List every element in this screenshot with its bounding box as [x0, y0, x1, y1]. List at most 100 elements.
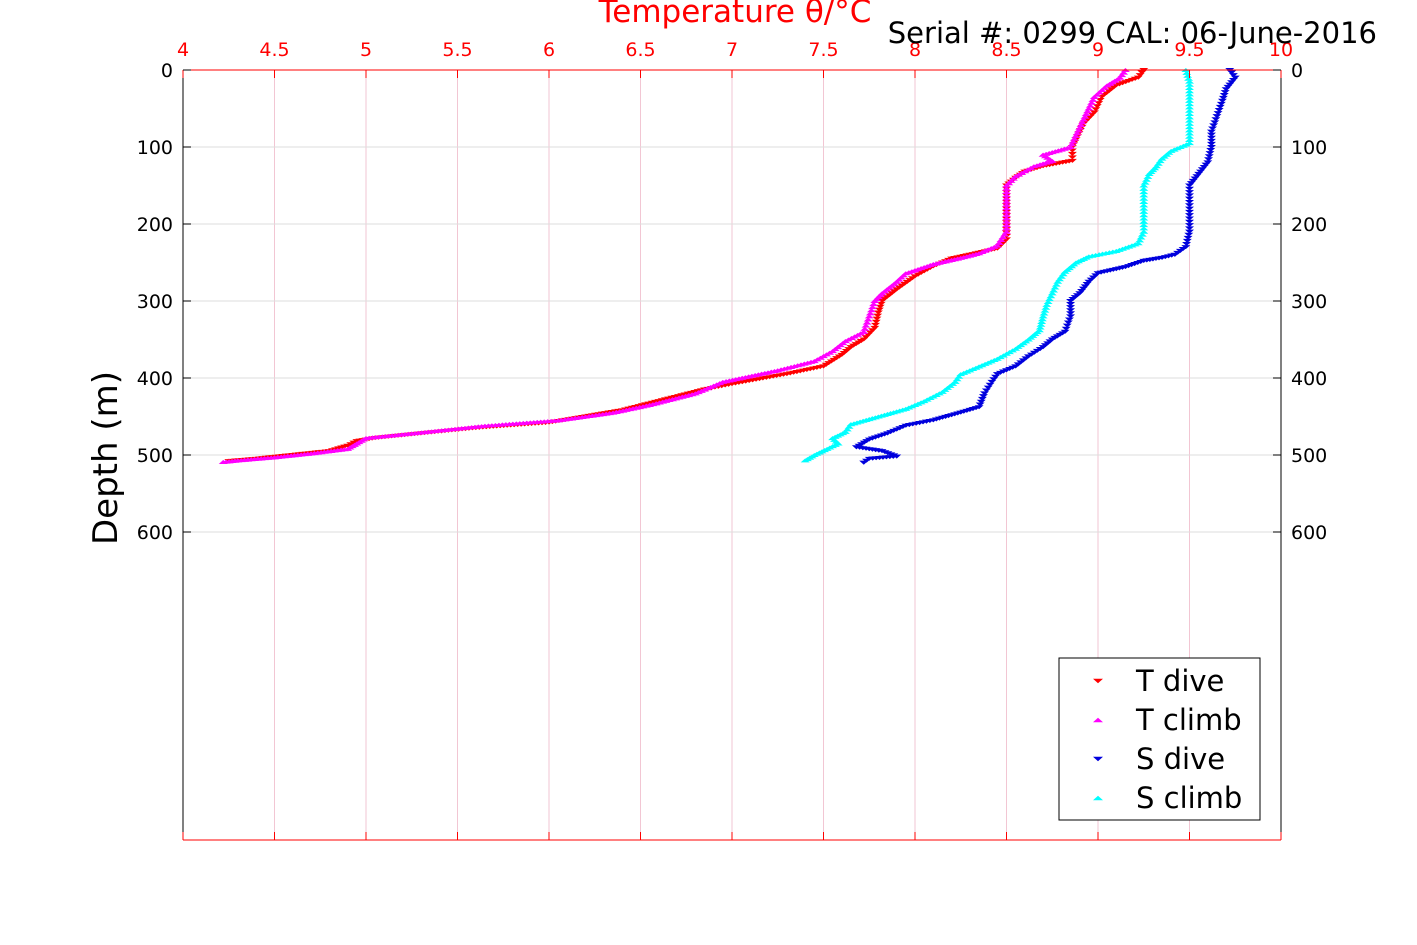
data-point [1051, 282, 1061, 287]
data-point [868, 305, 878, 310]
data-point [873, 313, 883, 318]
data-point [1183, 235, 1193, 240]
data-point [1094, 101, 1104, 106]
data-point [1210, 120, 1220, 125]
data-point [1092, 104, 1102, 109]
data-point [1139, 206, 1149, 211]
data-point [1139, 216, 1149, 221]
data-point [1206, 141, 1216, 146]
data-point [1214, 108, 1224, 113]
y-tick-label-left: 200 [137, 214, 173, 236]
data-point [1077, 288, 1087, 294]
data-point [1088, 97, 1098, 102]
data-point [1066, 311, 1076, 316]
data-point [1185, 137, 1194, 142]
legend-label: T climb [1135, 703, 1242, 737]
data-point [1185, 223, 1194, 228]
x-tick-label: 6 [543, 39, 555, 61]
data-point [875, 304, 885, 309]
data-point [1185, 183, 1194, 188]
data-point [1139, 203, 1149, 208]
x-tick-label: 7 [726, 39, 738, 61]
data-point [1185, 229, 1194, 234]
data-point [1185, 115, 1194, 120]
data-point [985, 382, 995, 387]
data-point [1081, 111, 1091, 117]
data-point [1066, 302, 1076, 307]
data-point [1078, 286, 1088, 291]
data-point [1085, 103, 1095, 108]
data-point [1082, 282, 1092, 287]
data-point [1206, 129, 1216, 134]
data-point [1216, 101, 1226, 106]
data-point [1204, 154, 1214, 159]
x-ticks: 4 4.5 5 5.5 6 6.5 7 7.5 8 8.5 9 9.5 10 [177, 39, 1293, 840]
data-point [1185, 213, 1194, 218]
data-point [1087, 112, 1097, 117]
data-point [1062, 323, 1072, 328]
data-point [1079, 117, 1089, 122]
data-point [1002, 216, 1011, 221]
chart-title: Temperature θ/°C [598, 0, 872, 30]
data-point [1185, 105, 1194, 110]
data-point [1192, 174, 1202, 179]
data-point [1139, 229, 1149, 234]
data-point [1137, 232, 1147, 237]
data-point [1185, 128, 1194, 133]
data-point [1141, 177, 1151, 182]
data-point [1135, 238, 1145, 243]
data-point [1037, 317, 1047, 322]
x-tick-label: 4.5 [259, 39, 289, 61]
data-point [870, 322, 880, 327]
data-point [992, 372, 1002, 377]
data-point [1002, 212, 1011, 217]
data-point [1135, 73, 1145, 78]
data-point [1139, 219, 1149, 224]
x-tick-label: 7.5 [808, 39, 838, 61]
y-tick-label-left: 300 [137, 291, 173, 313]
data-point [1185, 203, 1194, 208]
data-point [869, 302, 879, 307]
data-point [861, 323, 871, 328]
data-point [1190, 176, 1200, 181]
x-tick-label: 5.5 [442, 39, 472, 61]
x-tick-label: 8.5 [991, 39, 1021, 61]
data-point [975, 402, 985, 407]
data-point [1139, 223, 1149, 228]
data-point [865, 330, 875, 335]
legend-marker [1093, 795, 1103, 801]
data-point [1042, 302, 1052, 307]
data-point [1091, 273, 1101, 278]
data-point [1045, 297, 1055, 302]
data-point [862, 320, 872, 325]
data-point [1228, 73, 1238, 78]
y-tick-label-right: 500 [1291, 445, 1327, 467]
legend-marker [1093, 678, 1103, 684]
data-point [1185, 102, 1194, 107]
data-point [1201, 162, 1211, 167]
y-tick-label-right: 100 [1291, 137, 1327, 159]
data-point [1002, 189, 1011, 194]
data-point [1064, 317, 1074, 322]
data-point [1069, 136, 1079, 141]
data-point [1185, 196, 1194, 201]
data-point [1086, 277, 1096, 282]
x-tick-label: 10 [1269, 39, 1293, 61]
data-point [1188, 178, 1198, 183]
data-point [1143, 174, 1153, 179]
data-point [1223, 84, 1233, 89]
data-point [1084, 106, 1094, 111]
data-point [1095, 98, 1105, 103]
legend-marker [1093, 756, 1103, 762]
data-point [981, 388, 991, 393]
data-point [1185, 79, 1194, 84]
data-point [1043, 299, 1053, 304]
data-point [1002, 226, 1011, 231]
data-point [1087, 100, 1097, 105]
x-tick-label: 8 [909, 39, 921, 61]
data-point [1194, 171, 1204, 176]
y-tick-label-left: 400 [137, 368, 173, 390]
data-point [1230, 75, 1240, 80]
data-point [1184, 232, 1194, 237]
data-point [991, 374, 1001, 379]
